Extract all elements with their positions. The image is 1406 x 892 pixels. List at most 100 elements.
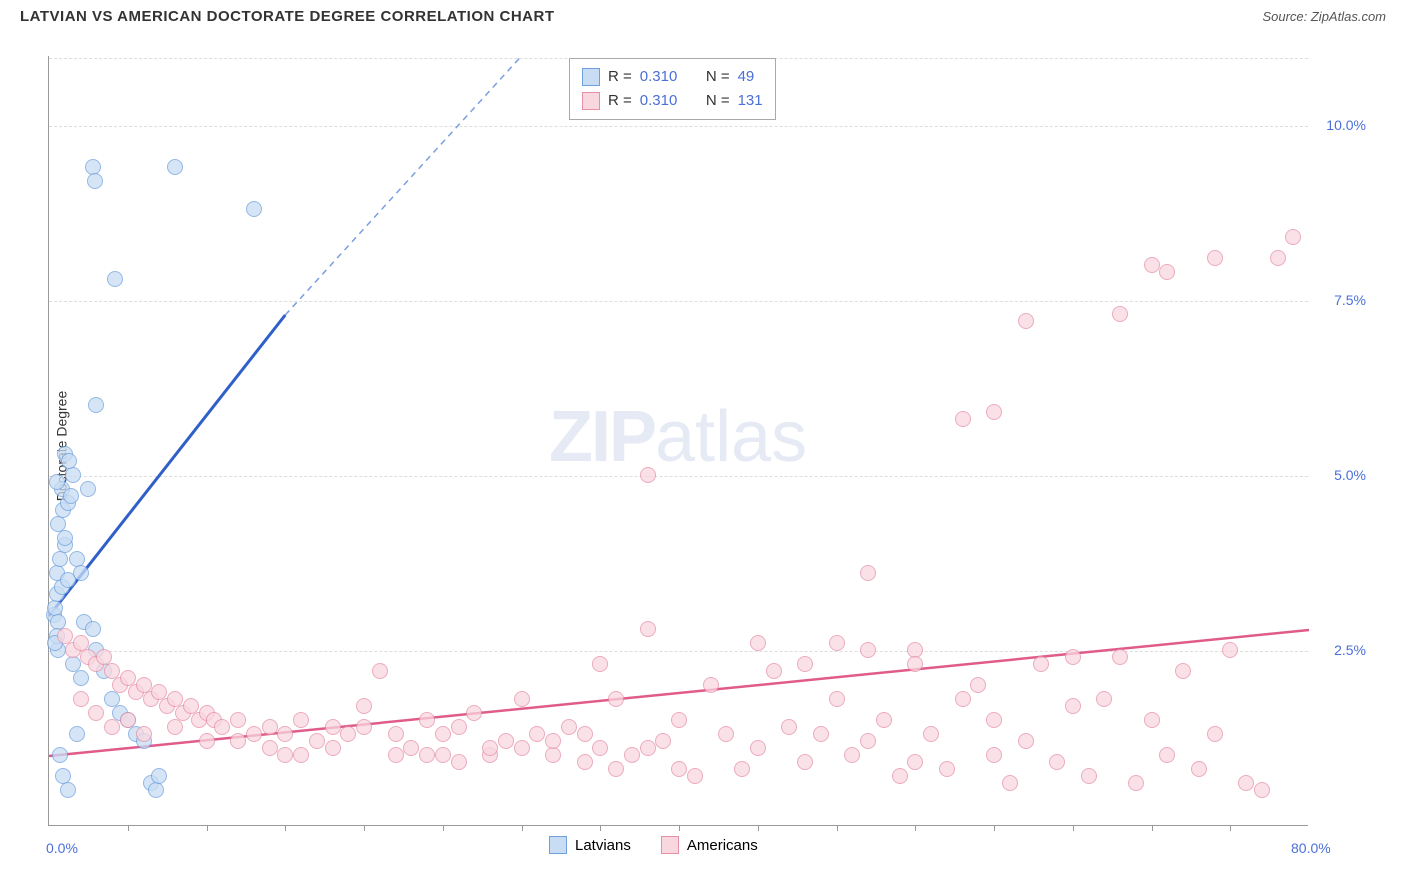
data-point [1159,264,1175,280]
trend-overlay [49,56,1309,826]
data-point [970,677,986,693]
legend-n-label: N = [706,65,730,89]
data-point [529,726,545,742]
data-point [671,712,687,728]
data-point [907,656,923,672]
data-point [1144,712,1160,728]
data-point [939,761,955,777]
data-point [419,712,435,728]
data-point [829,635,845,651]
data-point [88,705,104,721]
data-point [52,747,68,763]
data-point [65,656,81,672]
stats-legend: R = 0.310 N = 49R = 0.310 N = 131 [569,58,776,120]
data-point [246,201,262,217]
data-point [1254,782,1270,798]
chart-source: Source: ZipAtlas.com [1262,9,1386,24]
data-point [63,488,79,504]
data-point [1175,663,1191,679]
data-point [277,726,293,742]
data-point [986,747,1002,763]
data-point [545,733,561,749]
data-point [624,747,640,763]
data-point [435,747,451,763]
data-point [1207,726,1223,742]
data-point [1065,698,1081,714]
data-point [514,740,530,756]
data-point [230,733,246,749]
data-point [1238,775,1254,791]
legend-r-value: 0.310 [640,89,678,113]
data-point [608,691,624,707]
data-point [214,719,230,735]
data-point [876,712,892,728]
data-point [986,712,1002,728]
data-point [230,712,246,728]
data-point [60,782,76,798]
plot-area: ZIPatlas 2.5%5.0%7.5%10.0%0.0%80.0%R = 0… [48,56,1308,826]
data-point [750,740,766,756]
data-point [860,642,876,658]
data-point [592,656,608,672]
data-point [514,691,530,707]
data-point [1112,306,1128,322]
data-point [640,740,656,756]
data-point [262,740,278,756]
data-point [498,733,514,749]
data-point [1159,747,1175,763]
data-point [435,726,451,742]
data-point [1081,768,1097,784]
series-legend-label: Americans [687,837,758,854]
legend-swatch [549,836,567,854]
data-point [1096,691,1112,707]
data-point [73,670,89,686]
data-point [892,768,908,784]
data-point [151,768,167,784]
stats-legend-row: R = 0.310 N = 131 [582,89,763,113]
data-point [734,761,750,777]
data-point [1065,649,1081,665]
data-point [85,621,101,637]
data-point [246,726,262,742]
trend-line-latvians-dash [285,56,521,315]
x-tick-label: 80.0% [1291,840,1331,856]
data-point [451,719,467,735]
data-point [703,677,719,693]
data-point [1222,642,1238,658]
data-point [61,453,77,469]
data-point [608,761,624,777]
data-point [277,747,293,763]
data-point [120,712,136,728]
data-point [419,747,435,763]
data-point [592,740,608,756]
data-point [451,754,467,770]
data-point [829,691,845,707]
data-point [813,726,829,742]
legend-r-value: 0.310 [640,65,678,89]
legend-r-label: R = [608,65,632,89]
y-tick-label: 5.0% [1334,467,1366,483]
data-point [88,397,104,413]
data-point [73,691,89,707]
x-tick-label: 0.0% [46,840,78,856]
data-point [640,621,656,637]
data-point [986,404,1002,420]
data-point [844,747,860,763]
data-point [340,726,356,742]
data-point [388,726,404,742]
data-point [1018,313,1034,329]
data-point [640,467,656,483]
data-point [781,719,797,735]
data-point [1112,649,1128,665]
data-point [107,271,123,287]
legend-swatch [661,836,679,854]
data-point [309,733,325,749]
data-point [1270,250,1286,266]
legend-r-label: R = [608,89,632,113]
data-point [750,635,766,651]
data-point [482,740,498,756]
data-point [199,733,215,749]
data-point [356,719,372,735]
y-tick-label: 10.0% [1326,117,1366,133]
data-point [167,159,183,175]
